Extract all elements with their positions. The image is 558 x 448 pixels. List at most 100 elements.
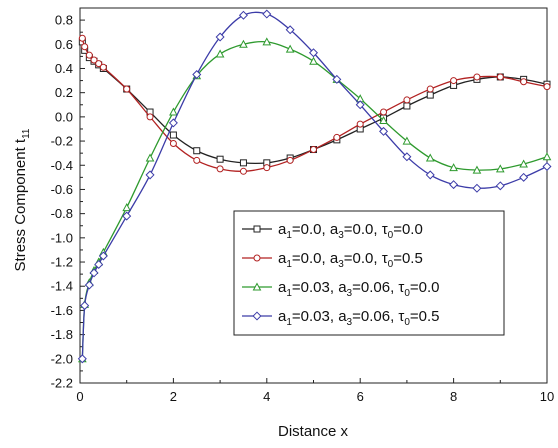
series-point [216, 165, 224, 173]
series-point [403, 102, 411, 110]
series-point [94, 259, 104, 269]
series-point [84, 280, 94, 290]
x-axis: 0 2 4 6 8 10 [76, 378, 554, 404]
x-tick-label: 0 [76, 389, 83, 404]
series-point [285, 44, 295, 53]
y-tick-label: -1.2 [51, 255, 73, 270]
legend: a1=0.0, a3=0.0, τ0=0.0 a1=0.0, a3=0.0, τ0… [233, 210, 505, 336]
series-point [122, 203, 132, 212]
series-point [496, 73, 504, 81]
y-tick-label: -0.6 [51, 182, 73, 197]
series-point [77, 354, 87, 364]
series-point [495, 164, 505, 173]
y-tick-label: -0.2 [51, 134, 73, 149]
series-point [333, 133, 341, 141]
y-tick-label: 0.4 [55, 61, 73, 76]
y-tick-label: -2.0 [51, 351, 73, 366]
series-point [122, 211, 132, 221]
series-point [380, 108, 388, 116]
x-tick-label: 2 [170, 389, 177, 404]
series-2 [78, 34, 551, 175]
series-point [253, 254, 261, 262]
series-point [403, 96, 411, 104]
series-point [310, 146, 317, 154]
series-point [402, 152, 412, 162]
series-point [123, 85, 131, 93]
y-tick-label: -1.4 [51, 279, 73, 294]
series-point [145, 170, 155, 180]
x-axis-title: Distance x [278, 423, 349, 440]
series-point [215, 49, 225, 58]
y-tick-label: -2.2 [51, 376, 73, 391]
x-tick-label: 10 [540, 389, 554, 404]
legend-item: a1=0.0, a3=0.0, τ0=0.0 [242, 221, 423, 241]
series-point [495, 181, 505, 191]
series-point [426, 91, 434, 99]
y-axis-title-main: Stress Component t [12, 138, 29, 271]
series-point [98, 251, 108, 261]
series-point [542, 152, 552, 161]
series-point [520, 78, 528, 86]
series-point [95, 60, 103, 68]
series-point [379, 115, 388, 124]
series-point [262, 9, 272, 19]
series-point [356, 120, 364, 128]
series-point [168, 118, 178, 128]
series-point [192, 70, 202, 80]
series-point [169, 131, 177, 139]
y-tick-label: 0.2 [55, 85, 73, 100]
series-point [80, 301, 90, 311]
y-tick-label: 0.0 [55, 109, 73, 124]
series-point [169, 139, 177, 147]
series-point [193, 147, 201, 155]
series-point [355, 100, 365, 110]
series-point [145, 153, 155, 162]
y-tick-label: 0.6 [55, 37, 73, 52]
series-point [286, 156, 294, 164]
series-point [169, 107, 178, 116]
series-point [308, 48, 319, 58]
series-point [379, 126, 389, 136]
series-4 [77, 9, 552, 364]
legend-item: a1=0.03, a3=0.06, τ0=0.5 [242, 308, 440, 328]
series-point [146, 113, 154, 121]
series-point [99, 63, 107, 71]
series-point [193, 156, 201, 164]
series-point [238, 10, 248, 20]
series-point [81, 43, 89, 51]
series-point [542, 161, 552, 171]
legend-item: a1=0.03, a3=0.06, τ0=0.0 [242, 279, 440, 299]
series-point [309, 56, 318, 65]
legend-item: a1=0.0, a3=0.0, τ0=0.5 [242, 250, 423, 270]
series-point [425, 170, 435, 180]
y-tick-label: -0.4 [51, 158, 73, 173]
series-point [449, 180, 459, 190]
series-point [216, 155, 224, 163]
y-tick-label: -1.8 [51, 327, 73, 342]
series-layer [77, 9, 552, 364]
series-point [239, 167, 247, 175]
series-point [472, 183, 482, 193]
series-point [252, 282, 262, 291]
legend-label: a1=0.0, a3=0.0, τ0=0.5 [278, 250, 423, 270]
series-point [519, 159, 528, 168]
y-tick-label: 0.8 [55, 13, 73, 28]
series-point [426, 85, 434, 93]
y-axis-title: Stress Component t11 [12, 128, 32, 271]
legend-label: a1=0.03, a3=0.06, τ0=0.0 [278, 279, 440, 299]
series-point [262, 37, 272, 46]
x-tick-label: 6 [357, 389, 364, 404]
legend-label: a1=0.03, a3=0.06, τ0=0.5 [278, 308, 440, 328]
series-point [90, 56, 98, 64]
series-point [543, 83, 551, 91]
series-point [263, 164, 271, 172]
series-point [239, 159, 247, 167]
series-point [253, 225, 261, 233]
series-point [285, 25, 295, 35]
x-tick-label: 4 [263, 389, 270, 404]
series-point [402, 136, 412, 145]
series-point [215, 32, 225, 42]
series-point [519, 172, 529, 182]
series-point [450, 77, 458, 85]
